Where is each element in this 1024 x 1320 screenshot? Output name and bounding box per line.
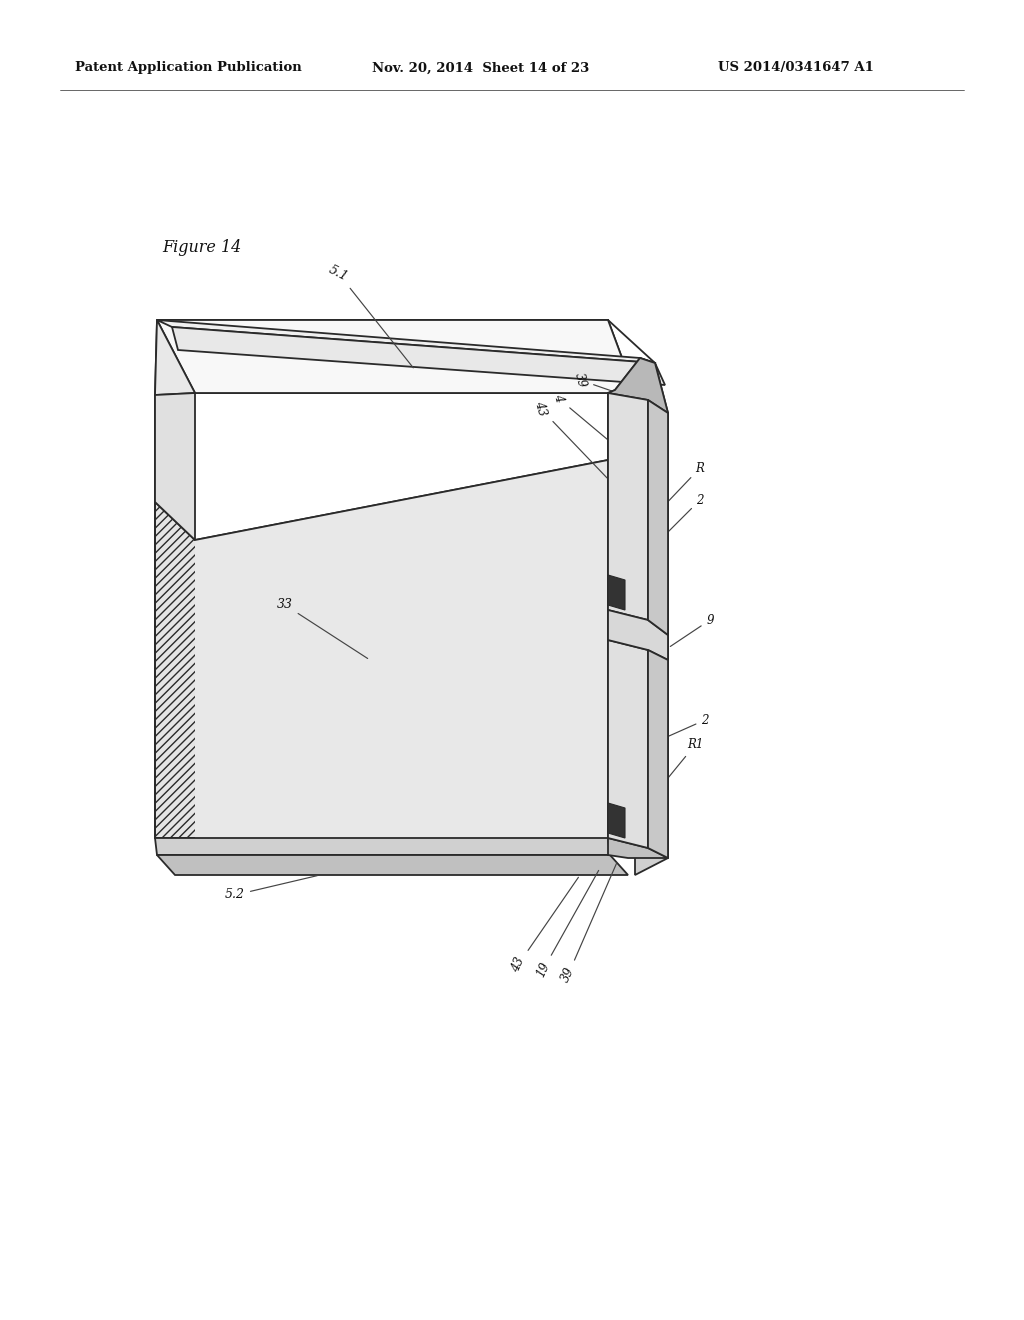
Polygon shape bbox=[608, 393, 648, 620]
Polygon shape bbox=[157, 319, 655, 363]
Polygon shape bbox=[608, 358, 655, 393]
Polygon shape bbox=[155, 393, 195, 540]
Polygon shape bbox=[608, 838, 668, 858]
Polygon shape bbox=[648, 649, 668, 858]
Polygon shape bbox=[155, 838, 610, 855]
Text: 5.2: 5.2 bbox=[225, 875, 317, 902]
Text: 43: 43 bbox=[531, 399, 607, 478]
Polygon shape bbox=[608, 358, 668, 413]
Text: 19: 19 bbox=[534, 870, 599, 979]
Polygon shape bbox=[608, 803, 625, 838]
Text: 2: 2 bbox=[663, 714, 709, 739]
Polygon shape bbox=[195, 459, 608, 838]
Text: 43: 43 bbox=[509, 878, 579, 974]
Text: 9: 9 bbox=[671, 614, 714, 647]
Text: US 2014/0341647 A1: US 2014/0341647 A1 bbox=[718, 62, 873, 74]
Text: 2: 2 bbox=[662, 494, 703, 539]
Polygon shape bbox=[635, 363, 668, 875]
Polygon shape bbox=[155, 319, 195, 395]
Text: Nov. 20, 2014  Sheet 14 of 23: Nov. 20, 2014 Sheet 14 of 23 bbox=[372, 62, 589, 74]
Polygon shape bbox=[608, 576, 625, 610]
Text: 33: 33 bbox=[278, 598, 368, 659]
Text: Figure 14: Figure 14 bbox=[162, 239, 242, 256]
Text: 39: 39 bbox=[571, 371, 635, 399]
Polygon shape bbox=[608, 640, 648, 847]
Polygon shape bbox=[608, 640, 648, 847]
Polygon shape bbox=[608, 393, 648, 620]
Polygon shape bbox=[608, 610, 668, 660]
Polygon shape bbox=[648, 400, 668, 635]
Polygon shape bbox=[155, 459, 608, 838]
Polygon shape bbox=[608, 576, 625, 610]
Polygon shape bbox=[608, 803, 625, 838]
Polygon shape bbox=[157, 855, 628, 875]
Text: 4: 4 bbox=[551, 392, 617, 449]
Text: Patent Application Publication: Patent Application Publication bbox=[75, 62, 302, 74]
Text: R1: R1 bbox=[651, 738, 703, 797]
Polygon shape bbox=[648, 400, 668, 635]
Text: 5.1: 5.1 bbox=[326, 263, 414, 368]
Text: 39: 39 bbox=[559, 862, 616, 985]
Text: R: R bbox=[662, 462, 705, 508]
Polygon shape bbox=[172, 327, 665, 385]
Polygon shape bbox=[648, 649, 668, 858]
Polygon shape bbox=[157, 319, 635, 393]
Polygon shape bbox=[608, 610, 668, 660]
